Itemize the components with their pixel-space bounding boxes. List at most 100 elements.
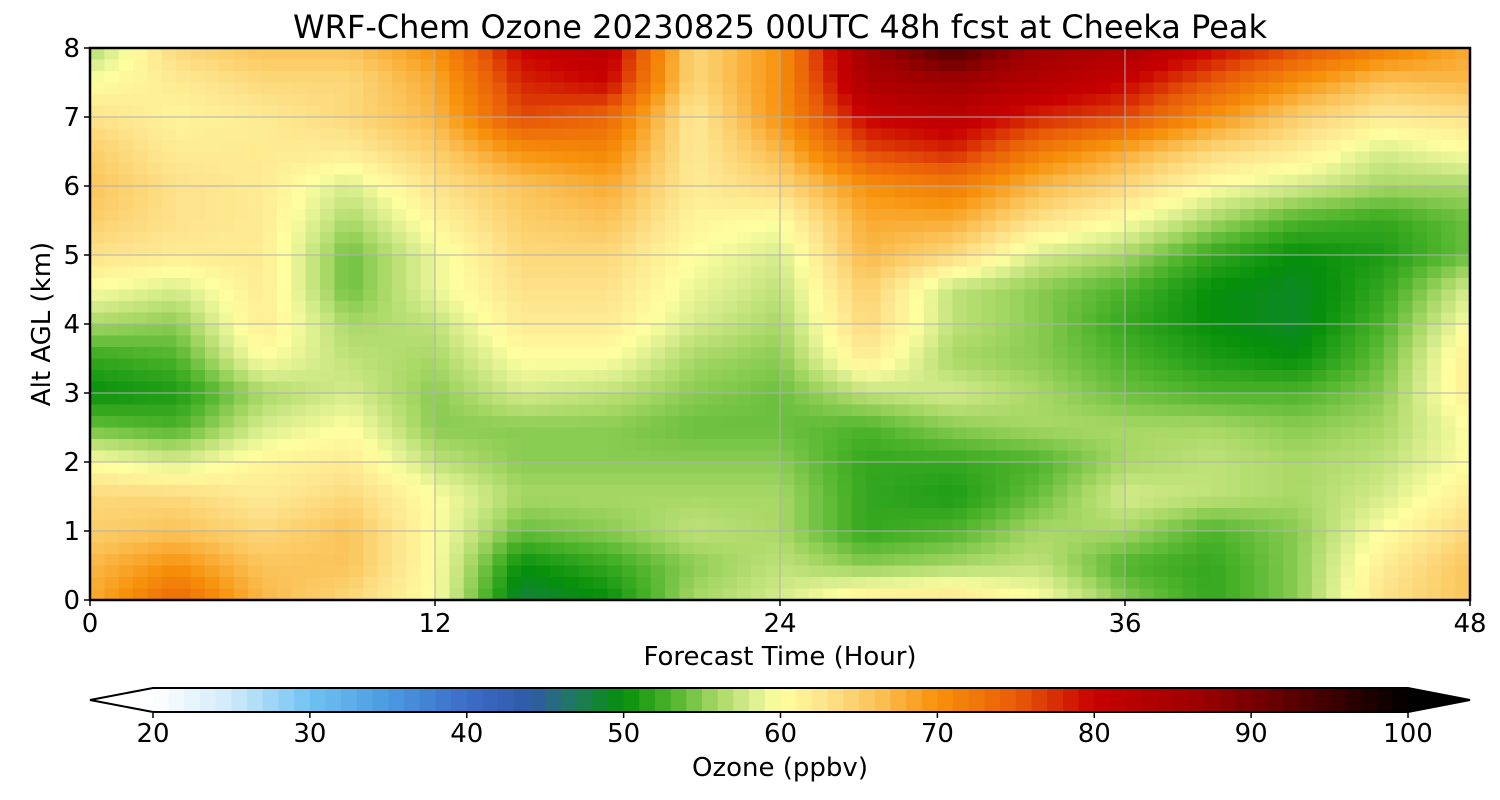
heatmap-cell: [866, 531, 882, 544]
heatmap-cell: [751, 232, 767, 245]
heatmap-cell: [952, 174, 968, 187]
heatmap-cell: [1383, 393, 1399, 406]
heatmap-cell: [1139, 209, 1155, 222]
heatmap-cell: [305, 577, 321, 590]
heatmap-cell: [1139, 232, 1155, 245]
heatmap-cell: [679, 531, 695, 544]
heatmap-cell: [909, 542, 925, 555]
heatmap-cell: [780, 197, 795, 210]
heatmap-cell: [578, 496, 594, 509]
heatmap-cell: [1283, 71, 1299, 84]
heatmap-cell: [909, 508, 925, 521]
heatmap-cell: [133, 450, 149, 463]
heatmap-cell: [708, 105, 724, 118]
heatmap-cell: [751, 588, 767, 601]
heatmap-cell: [665, 358, 680, 371]
heatmap-cell: [478, 554, 494, 567]
heatmap-cell: [808, 117, 824, 130]
heatmap-cell: [492, 82, 508, 95]
heatmap-cell: [736, 174, 752, 187]
heatmap-cell: [909, 312, 925, 325]
heatmap-cell: [909, 519, 925, 532]
heatmap-cell: [578, 209, 594, 222]
heatmap-cell: [823, 416, 839, 429]
heatmap-cell: [550, 358, 565, 371]
heatmap-cell: [794, 577, 810, 590]
heatmap-cell: [808, 128, 824, 141]
heatmap-cell: [133, 94, 149, 107]
heatmap-cell: [248, 174, 264, 187]
heatmap-cell: [1110, 416, 1126, 429]
heatmap-cell: [851, 278, 867, 291]
heatmap-cell: [406, 588, 422, 601]
heatmap-cell: [665, 289, 680, 302]
heatmap-cell: [1125, 485, 1140, 498]
heatmap-cell: [521, 450, 537, 463]
heatmap-cell: [1426, 186, 1442, 199]
heatmap-cell: [233, 427, 249, 440]
heatmap-cell: [722, 404, 738, 417]
heatmap-cell: [233, 243, 249, 256]
heatmap-cell: [923, 473, 939, 486]
heatmap-cell: [219, 174, 235, 187]
heatmap-cell: [1355, 565, 1370, 578]
heatmap-cell: [276, 117, 292, 130]
heatmap-cell: [118, 312, 134, 325]
heatmap-cell: [391, 370, 407, 383]
heatmap-cell: [837, 496, 853, 509]
heatmap-cell: [1240, 128, 1255, 141]
heatmap-cell: [1311, 519, 1327, 532]
heatmap-cell: [679, 312, 695, 325]
heatmap-cell: [1110, 554, 1126, 567]
heatmap-cell: [1225, 565, 1241, 578]
heatmap-cell: [1211, 542, 1227, 555]
heatmap-cell: [1225, 554, 1241, 567]
heatmap-cell: [1053, 151, 1069, 164]
heatmap-cell: [449, 278, 465, 291]
heatmap-cell: [406, 140, 422, 153]
heatmap-cell: [909, 370, 925, 383]
heatmap-cell: [1369, 358, 1385, 371]
heatmap-cell: [478, 473, 494, 486]
heatmap-cell: [794, 243, 810, 256]
heatmap-cell: [938, 473, 954, 486]
heatmap-cell: [291, 301, 307, 314]
heatmap-cell: [1010, 232, 1025, 245]
heatmap-cell: [765, 140, 781, 153]
heatmap-cell: [420, 174, 436, 187]
heatmap-cell: [205, 48, 220, 61]
heatmap-cell: [291, 197, 307, 210]
heatmap-cell: [1139, 577, 1155, 590]
heatmap-cell: [895, 94, 910, 107]
heatmap-cell: [895, 186, 910, 199]
heatmap-cell: [406, 358, 422, 371]
heatmap-cell: [535, 94, 551, 107]
heatmap-cell: [219, 128, 235, 141]
heatmap-cell: [751, 393, 767, 406]
heatmap-cell: [1153, 381, 1169, 394]
heatmap-cell: [535, 82, 551, 95]
heatmap-cell: [593, 347, 609, 360]
heatmap-cell: [176, 128, 192, 141]
heatmap-cell: [248, 266, 264, 279]
heatmap-cell: [1168, 416, 1184, 429]
heatmap-cell: [938, 393, 954, 406]
heatmap-cell: [420, 335, 436, 348]
heatmap-cell: [147, 450, 163, 463]
colorbar-segment: [388, 688, 405, 712]
heatmap-cell: [535, 462, 551, 475]
heatmap-cell: [435, 255, 450, 268]
heatmap-cell: [736, 358, 752, 371]
heatmap-cell: [1455, 565, 1471, 578]
heatmap-cell: [909, 301, 925, 314]
heatmap-cell: [1426, 312, 1442, 325]
heatmap-cell: [506, 197, 522, 210]
heatmap-cell: [1211, 393, 1227, 406]
heatmap-cell: [90, 542, 105, 555]
heatmap-cell: [1254, 519, 1270, 532]
heatmap-cell: [722, 266, 738, 279]
heatmap-cell: [133, 577, 149, 590]
heatmap-cell: [621, 324, 637, 337]
heatmap-cell: [262, 347, 278, 360]
heatmap-cell: [736, 278, 752, 291]
